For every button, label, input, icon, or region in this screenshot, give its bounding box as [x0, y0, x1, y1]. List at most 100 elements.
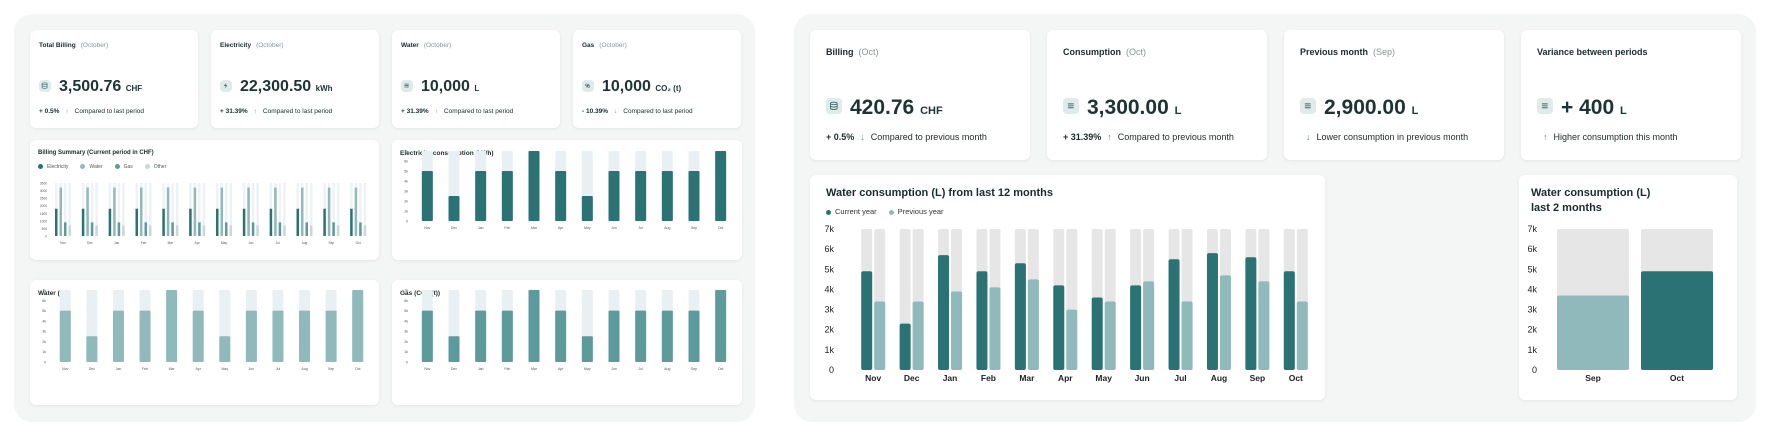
water-2-months-title-line1: Water consumption (L) [1531, 187, 1651, 199]
y-tick-label: 0 [406, 220, 408, 224]
bar-gas [332, 222, 335, 236]
x-tick-label: Jul [276, 367, 281, 371]
kpi-card-gas: Gas (October) 10,000 CO₂ (t) - 10.39% ↓ C… [573, 30, 741, 128]
x-tick-label: Apr [195, 241, 201, 245]
bar-mar [166, 290, 178, 362]
x-tick-label: Sep [1585, 373, 1601, 383]
bar-electricity [216, 208, 219, 236]
arrow-up-icon: ↑ [1543, 132, 1548, 142]
y-tick-label: 1k [1527, 345, 1537, 355]
bar-gas [90, 222, 94, 236]
bar-track [363, 183, 367, 236]
bar-feb [501, 310, 513, 362]
y-tick-label: 4k [404, 180, 408, 184]
y-tick-label: 2k [404, 340, 408, 344]
water-icon [1300, 98, 1316, 114]
bar-feb-current [976, 271, 988, 370]
kpi-period: (October) [256, 42, 284, 49]
kpi-card-electricity: Electricity (October) 22,300.50 kWh + 31.… [211, 30, 379, 128]
bar-electricity [296, 208, 299, 236]
bar-track [95, 183, 98, 236]
x-tick-label: Feb [504, 226, 510, 230]
bar-gas [144, 222, 147, 236]
y-tick-label: 7k [42, 289, 46, 293]
kpi-card-total-billing: Total Billing (October) 3,500.76 CHF + 0.… [30, 30, 198, 128]
kpi-delta-percent: + 31.39% [220, 108, 248, 115]
y-tick-label: 7k [404, 289, 408, 293]
bar-jan [475, 310, 487, 362]
water-2-months-title-line2: last 2 months [1531, 202, 1602, 214]
bar-jun [608, 171, 620, 221]
kpi-delta: - 10.39% ↓ Compared to last period [582, 108, 693, 115]
bar-jul [635, 171, 647, 221]
bar-sep [688, 171, 700, 221]
arrow-up-icon: ↑ [253, 108, 257, 115]
x-tick-label: Apr [195, 367, 201, 371]
x-tick-label: Dec [451, 367, 457, 371]
y-tick-label: 500 [42, 227, 48, 231]
kpi-delta: + 0.5% ↓ Compared to previous month [826, 132, 987, 142]
bar-feb [139, 310, 151, 362]
kpi-title: Electricity (October) [220, 42, 284, 49]
arrow-up-icon: ↑ [65, 108, 69, 115]
bar-track [122, 183, 125, 236]
arrow-up-icon: ↑ [434, 108, 438, 115]
y-tick-label: 2k [824, 325, 834, 335]
bar-track [171, 183, 174, 236]
kpi-value: 2,900.00 L [1324, 96, 1419, 119]
bar-may [581, 336, 593, 362]
bar-water [354, 187, 358, 236]
legend-item: Previous year [888, 207, 944, 216]
x-tick-label: Jul [276, 241, 280, 245]
kpi-card-consumption: Consumption (Oct) 3,300.00 L + 31.39% ↑ C… [1047, 30, 1267, 160]
x-tick-label: May [584, 226, 591, 230]
y-tick-label: 1000 [40, 219, 47, 223]
bar-track [175, 183, 179, 236]
bar-track [332, 183, 335, 236]
bar-electricity [323, 208, 326, 236]
bar-jan [112, 310, 124, 362]
kpi-delta-percent: - 10.39% [582, 108, 609, 115]
bar-track [251, 183, 255, 236]
x-tick-label: Apr [558, 226, 564, 230]
bar-other [363, 225, 367, 236]
x-tick-label: Nov [60, 241, 66, 245]
y-tick-label: 2k [42, 340, 46, 344]
bar-electricity [269, 208, 273, 236]
bar-jan-current [938, 255, 950, 370]
bar-electricity [55, 208, 58, 236]
bar-mar-previous [1027, 279, 1039, 370]
electricity-consumption-card: Electricity consumption (kWh) 0 1k 2k 3k 4k 5… [392, 140, 742, 260]
x-tick-label: Feb [504, 367, 510, 371]
bar-nov [421, 171, 433, 221]
bar-water [86, 187, 89, 236]
gas-icon [582, 80, 594, 92]
bar-track [336, 183, 340, 236]
kpi-delta-note: Compared to last period [623, 108, 693, 115]
bar-water [247, 187, 250, 236]
y-tick-label: 3k [1527, 305, 1537, 315]
x-tick-label: Jan [478, 367, 484, 371]
kpi-card-variance-between-periods: Variance between periods + 400 L ↑ Highe… [1521, 30, 1741, 160]
bar-sep [688, 310, 700, 362]
bar-oct-previous [1296, 301, 1308, 370]
bar-water [166, 187, 170, 236]
bar-other [310, 225, 313, 236]
x-tick-label: Jun [611, 367, 617, 371]
bar-sep [1557, 295, 1629, 370]
bar-aug [661, 310, 673, 362]
x-tick-label: Aug [302, 241, 308, 245]
bar-mar [528, 290, 540, 362]
y-tick-label: 4k [42, 319, 46, 323]
bar-jul-current [1168, 259, 1180, 370]
x-tick-label: May [221, 241, 227, 245]
bar-dec [448, 196, 460, 221]
bar-gas [198, 222, 201, 236]
bar-track [225, 183, 228, 236]
bar-gas [117, 222, 121, 236]
bar-apr [192, 310, 204, 362]
x-tick-label: Apr [558, 367, 564, 371]
x-tick-label: Aug [664, 226, 670, 230]
bar-dec-current [899, 323, 911, 370]
water-2-months-card: Water consumption (L) last 2 months 0 1k 2… [1519, 175, 1737, 400]
